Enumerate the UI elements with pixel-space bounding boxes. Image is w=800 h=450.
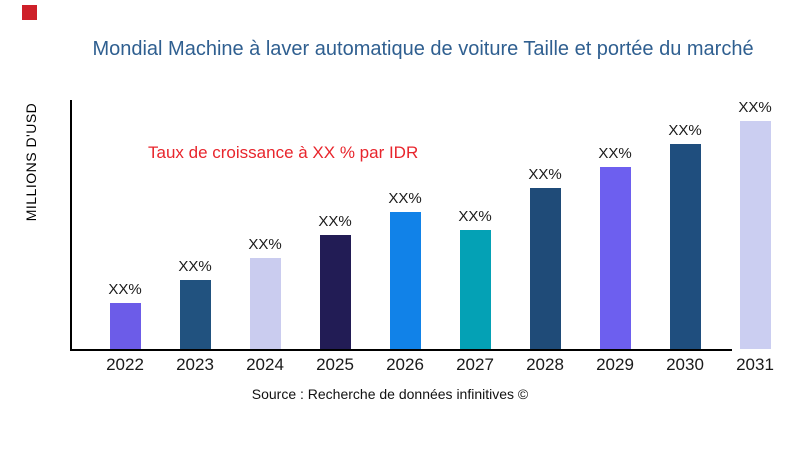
bar-value-label: XX% xyxy=(178,258,212,275)
bar-2024 xyxy=(249,258,281,349)
y-axis-line xyxy=(70,100,72,351)
x-tick-label: 2027 xyxy=(456,355,494,374)
growth-rate-annotation: Taux de croissance à XX % par IDR xyxy=(148,143,419,162)
bar-2029 xyxy=(599,167,631,349)
bar-2025 xyxy=(319,235,351,349)
bar-value-label: XX% xyxy=(458,208,492,225)
x-tick-label: 2022 xyxy=(106,355,144,374)
x-tick-label: 2030 xyxy=(666,355,704,374)
source-credit: Source : Recherche de données infinitive… xyxy=(251,386,529,402)
x-tick-label: 2031 xyxy=(736,355,774,374)
x-tick-label: 2025 xyxy=(316,355,354,374)
bar-value-label: XX% xyxy=(738,99,772,116)
bar-value-label: XX% xyxy=(388,190,422,207)
x-tick-label: 2029 xyxy=(596,355,634,374)
bar-2027 xyxy=(459,230,491,349)
bar-value-label: XX% xyxy=(598,145,632,162)
bar-value-label: XX% xyxy=(248,236,282,253)
brand-mark-red-square xyxy=(22,5,37,20)
x-tick-label: 2023 xyxy=(176,355,214,374)
bar-2023 xyxy=(179,280,211,349)
x-tick-label: 2026 xyxy=(386,355,424,374)
bar-value-label: XX% xyxy=(668,122,702,139)
page-title: Mondial Machine à laver automatique de v… xyxy=(92,38,754,60)
x-tick-label: 2024 xyxy=(246,355,284,374)
bar-value-label: XX% xyxy=(108,281,142,298)
bar-2026 xyxy=(389,212,421,349)
bar-2031 xyxy=(739,121,771,349)
bar-value-label: XX% xyxy=(318,213,352,230)
bar-2030 xyxy=(669,144,701,349)
bar-2028 xyxy=(529,188,561,349)
bar-value-label: XX% xyxy=(528,166,562,183)
bar-2022 xyxy=(109,303,141,349)
x-axis-line xyxy=(70,349,732,351)
x-tick-label: 2028 xyxy=(526,355,564,374)
y-axis-label: MILLIONS D'USD xyxy=(23,102,39,222)
